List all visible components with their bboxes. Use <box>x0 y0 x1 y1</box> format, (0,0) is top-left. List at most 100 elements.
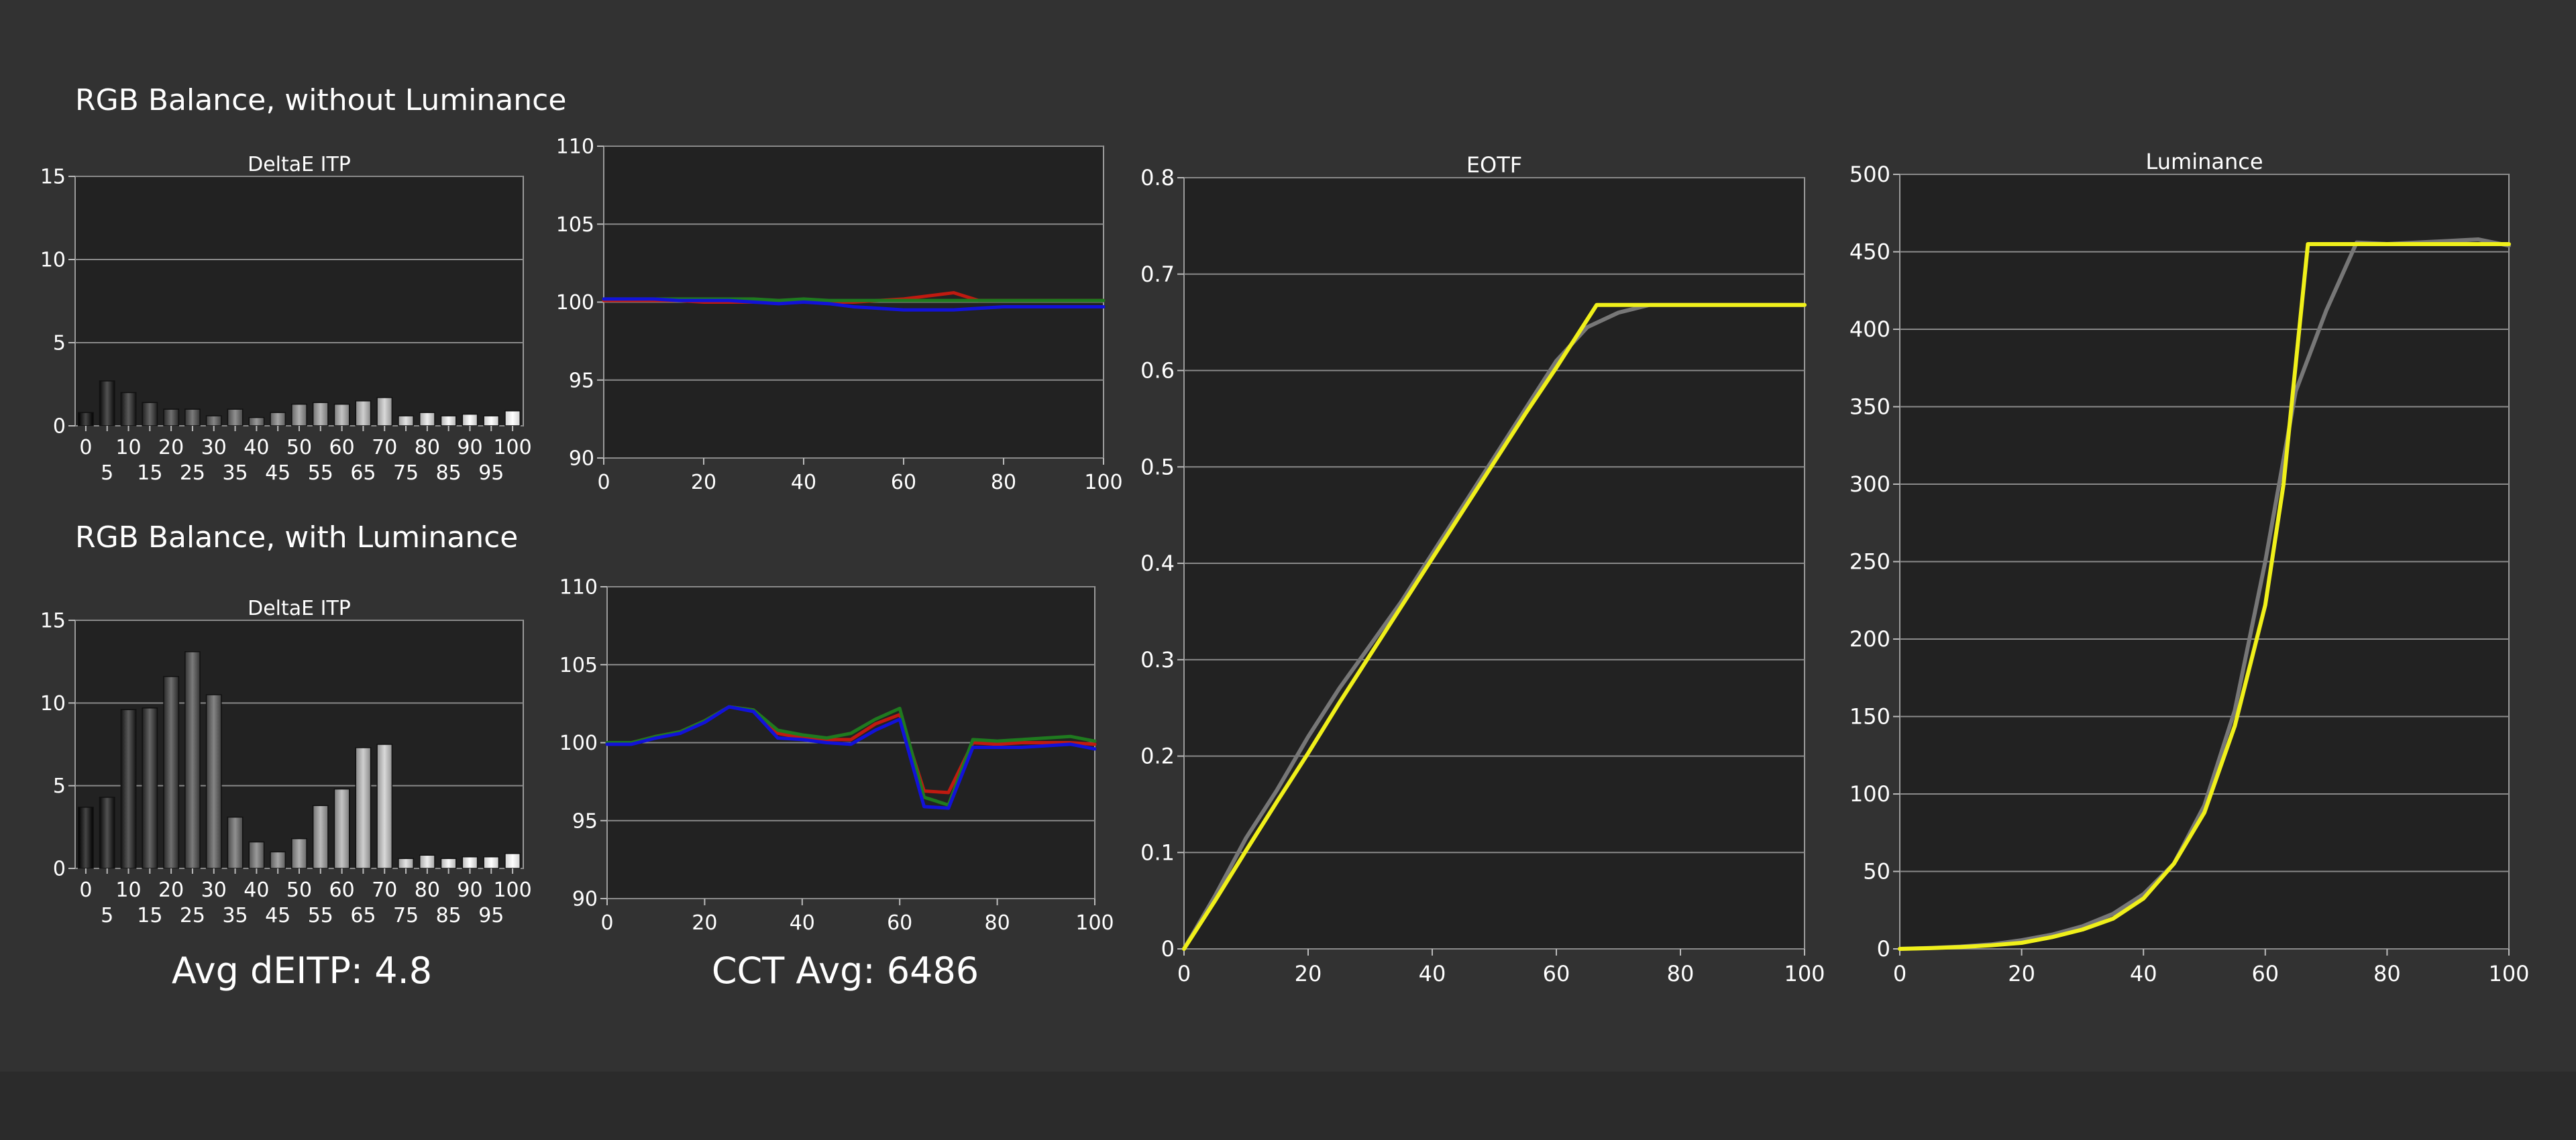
bar <box>419 412 435 426</box>
bar <box>333 788 350 869</box>
y-tick-label: 200 <box>1849 626 1890 652</box>
x-tick-label: 70 <box>372 878 397 902</box>
y-tick-label: 0.5 <box>1140 454 1175 479</box>
bar <box>184 651 201 869</box>
y-tick-label: 300 <box>1849 471 1890 497</box>
bar <box>419 854 435 869</box>
bar <box>355 400 372 426</box>
bottom-strip <box>0 1072 2576 1140</box>
x-tick-label: 40 <box>244 436 269 459</box>
x-tick-label: 100 <box>493 878 531 902</box>
bar <box>205 415 222 426</box>
y-tick-label: 0 <box>1161 936 1175 962</box>
x-tick-label: 20 <box>692 911 717 935</box>
bar <box>440 858 457 869</box>
bar <box>291 838 307 869</box>
x-tick-label: 30 <box>201 436 227 459</box>
series-line-blue <box>605 705 1097 810</box>
x-tick-label: 15 <box>137 904 162 927</box>
y-tick-label: 110 <box>556 135 594 159</box>
x-tick-label: 80 <box>2373 961 2401 986</box>
y-tick-label: 0 <box>53 415 66 439</box>
x-tick-label: 15 <box>137 461 162 485</box>
x-tick-label: 60 <box>1543 961 1570 986</box>
x-tick-label: 80 <box>415 878 440 902</box>
x-tick-label: 100 <box>1784 961 1825 986</box>
bar <box>184 408 201 426</box>
bar <box>483 415 500 426</box>
plot-area <box>74 176 524 426</box>
y-tick-label: 10 <box>40 692 66 716</box>
bar <box>462 856 478 869</box>
y-tick-label: 105 <box>556 213 594 237</box>
y-tick-label: 100 <box>556 291 594 315</box>
x-tick-label: 100 <box>1084 471 1122 494</box>
bar <box>120 392 137 426</box>
bar <box>78 412 94 426</box>
y-tick-label: 0 <box>53 858 66 881</box>
bar <box>312 805 329 869</box>
x-tick-label: 40 <box>1419 961 1446 986</box>
bar <box>333 404 350 426</box>
heading-with-luminance: RGB Balance, with Luminance <box>75 520 519 555</box>
y-tick-label: 450 <box>1849 239 1890 265</box>
x-tick-label: 95 <box>478 461 504 485</box>
bar <box>312 402 329 426</box>
x-tick-label: 95 <box>478 904 504 927</box>
y-tick-label: 110 <box>559 576 598 600</box>
series-line-measured <box>1182 302 1807 951</box>
x-tick-label: 100 <box>2488 961 2529 986</box>
chart-title: EOTF <box>1466 152 1522 178</box>
bar <box>205 694 222 869</box>
y-tick-label: 105 <box>559 654 598 677</box>
x-tick-label: 75 <box>393 461 419 485</box>
x-tick-label: 0 <box>597 471 610 494</box>
x-tick-label: 50 <box>286 878 312 902</box>
y-tick-label: 0.8 <box>1140 165 1175 190</box>
x-tick-label: 60 <box>329 436 355 459</box>
y-tick-label: 150 <box>1849 704 1890 730</box>
y-tick-label: 15 <box>40 610 66 633</box>
heading-without-luminance: RGB Balance, without Luminance <box>75 83 567 117</box>
y-tick-label: 0.3 <box>1140 647 1175 673</box>
x-tick-label: 60 <box>891 471 916 494</box>
bar <box>376 397 393 426</box>
y-tick-label: 10 <box>40 249 66 272</box>
x-tick-label: 20 <box>691 471 716 494</box>
chart-luminance: 0 50 100 150 200 250 300 350 400 450 500 Luminance 0… <box>1849 149 2530 986</box>
bar <box>99 380 115 426</box>
bar <box>504 410 521 426</box>
x-tick-label: 40 <box>790 911 815 935</box>
x-tick-label: 10 <box>115 878 141 902</box>
bar <box>227 816 244 869</box>
x-tick-label: 20 <box>2008 961 2035 986</box>
y-tick-label: 90 <box>572 888 598 911</box>
x-tick-label: 100 <box>1075 911 1114 935</box>
x-tick-label: 80 <box>1667 961 1695 986</box>
bar <box>355 747 372 869</box>
y-tick-label: 95 <box>569 369 594 392</box>
y-tick-label: 0 <box>1877 936 1890 962</box>
x-tick-label: 35 <box>222 904 248 927</box>
bar <box>291 404 307 426</box>
x-tick-label: 55 <box>308 904 333 927</box>
x-tick-label: 60 <box>329 878 355 902</box>
x-tick-label: 60 <box>2251 961 2279 986</box>
x-tick-label: 45 <box>265 904 290 927</box>
bar <box>462 413 478 426</box>
bar <box>142 707 158 869</box>
x-tick-label: 5 <box>101 461 113 485</box>
y-tick-label: 100 <box>559 732 598 755</box>
bar <box>398 415 414 426</box>
bar <box>78 806 94 869</box>
x-tick-label: 30 <box>201 878 227 902</box>
x-tick-label: 75 <box>393 904 419 927</box>
bar <box>163 408 180 426</box>
x-tick-label: 25 <box>180 461 205 485</box>
bar <box>227 408 244 426</box>
x-tick-label: 0 <box>79 436 92 459</box>
bar <box>248 841 265 869</box>
x-tick-label: 0 <box>1177 961 1191 986</box>
y-tick-label: 0.1 <box>1140 840 1175 865</box>
